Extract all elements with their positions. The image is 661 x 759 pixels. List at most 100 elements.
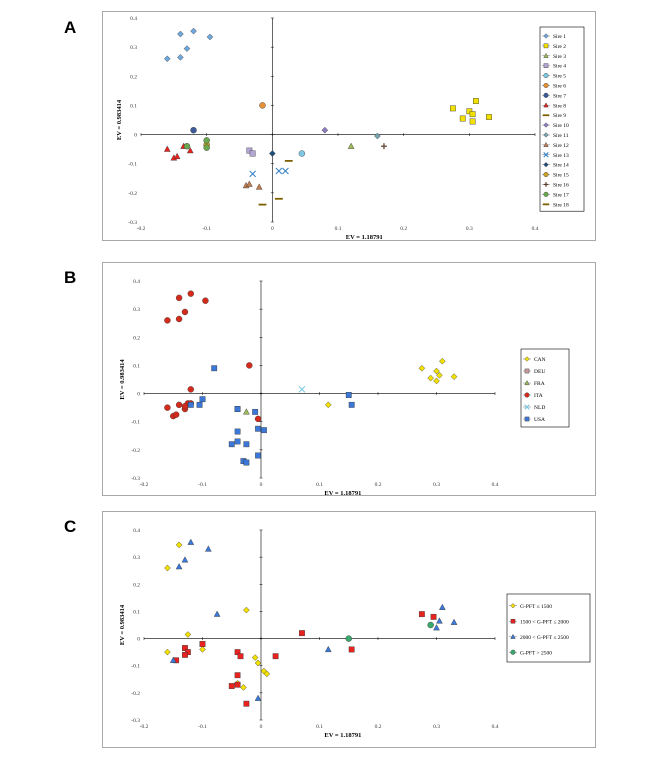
y-tick-label: 0.1	[133, 609, 140, 615]
data-point	[234, 428, 241, 435]
data-point	[433, 367, 440, 375]
x-tick-label: 0.4	[532, 226, 539, 232]
y-tick-label: 0.4	[133, 279, 140, 285]
data-point	[243, 408, 250, 415]
x-tick-label: 0.2	[400, 226, 407, 232]
x-stroke-b	[524, 404, 530, 410]
data-point	[251, 654, 259, 661]
data-point	[258, 203, 267, 206]
data-point	[234, 438, 241, 445]
data-point	[263, 670, 271, 678]
data-point	[298, 150, 306, 157]
data-point	[206, 33, 214, 41]
data-point	[246, 147, 253, 154]
series-1500-g-pft-2000	[173, 611, 437, 707]
data-point	[213, 610, 221, 617]
legend-label: Sire 7	[553, 93, 566, 99]
data-point	[181, 308, 189, 316]
data-point	[473, 98, 479, 104]
y-tick-label: -0.1	[131, 664, 140, 670]
legend-marker	[524, 416, 530, 422]
data-point	[255, 452, 261, 459]
data-point	[203, 144, 210, 151]
series-sire-3	[347, 142, 355, 149]
legend-marker	[524, 404, 530, 410]
panel-label-c: C	[64, 517, 77, 536]
data-point	[254, 659, 262, 667]
legend-marker	[543, 132, 549, 138]
x-axis-title: EV = 1.18791	[324, 732, 361, 739]
data-point	[164, 648, 171, 656]
data-point	[324, 645, 332, 653]
panel-label-a: A	[64, 18, 77, 37]
y-tick-label: -0.1	[128, 162, 137, 168]
legend-label: G-PFT ≤ 1500	[520, 604, 552, 610]
legend-label: Sire 13	[553, 153, 569, 159]
data-point	[175, 401, 183, 409]
x-stroke-b	[282, 167, 289, 175]
data-point	[187, 290, 195, 297]
legend-label: Sire 6	[553, 83, 566, 89]
legend-label: 1500 < G-PFT ≤ 2000	[520, 619, 569, 625]
data-point	[240, 684, 247, 691]
data-point	[254, 415, 262, 423]
y-tick-label: 0.1	[130, 103, 137, 109]
legend-label: Sire 11	[553, 133, 569, 139]
legend-label: Sire 3	[553, 54, 566, 60]
legend-marker	[543, 182, 549, 187]
data-point	[203, 137, 210, 144]
legend: G-PFT ≤ 1500 1500 < G-PFT ≤ 2000 2000 < G-…	[506, 593, 591, 663]
y-tick-label: -0.3	[131, 718, 140, 724]
data-point	[345, 635, 352, 642]
legend: Sire 1 Sire 2 Sire 3 Sire 4 Sire 5 Sire 6 Sire…	[539, 26, 585, 212]
data-point	[228, 683, 235, 689]
legend-marker	[510, 649, 516, 655]
x-stroke-b	[249, 170, 257, 178]
x-axis-title: EV = 1.18791	[346, 234, 383, 241]
legend-marker	[543, 82, 549, 88]
data-point	[436, 371, 443, 379]
data-point	[164, 564, 171, 572]
data-point	[187, 401, 194, 408]
x-axis-title: EV = 1.18791	[324, 490, 361, 497]
legend-marker	[524, 368, 530, 374]
legend-marker	[543, 33, 549, 39]
data-point	[234, 681, 241, 688]
data-point	[249, 170, 257, 178]
data-point	[186, 147, 194, 154]
y-tick-label: 0.2	[133, 335, 140, 341]
series-fra	[243, 408, 250, 415]
data-point	[430, 613, 437, 620]
data-point	[173, 152, 181, 160]
data-point	[439, 603, 446, 610]
data-point	[163, 55, 171, 63]
x-tick-label: 0.1	[316, 482, 323, 488]
x-tick-label: 0	[271, 226, 274, 232]
data-point	[172, 411, 180, 418]
data-point	[187, 386, 195, 393]
data-point	[254, 694, 262, 701]
data-point	[199, 641, 206, 647]
y-tick-label: -0.1	[131, 420, 140, 426]
data-point	[269, 150, 276, 157]
data-point	[252, 408, 259, 415]
data-point	[433, 624, 440, 631]
legend-label: Sire 10	[553, 123, 569, 129]
data-point	[199, 646, 206, 653]
y-axis-title: EV = 0.983414	[119, 359, 126, 400]
data-point	[183, 143, 191, 150]
x-tick-label: -0.2	[140, 724, 149, 730]
series-sire-5	[298, 150, 306, 157]
legend-label: Sire 16	[553, 182, 569, 188]
x-tick-label: -0.1	[198, 482, 207, 488]
legend-marker	[543, 102, 549, 108]
data-point	[469, 118, 476, 125]
data-point	[243, 459, 250, 466]
data-point	[234, 649, 241, 656]
data-point	[469, 111, 476, 118]
data-point	[275, 197, 283, 200]
y-tick-label: 0.4	[130, 16, 137, 22]
data-point	[427, 621, 434, 629]
y-tick-label: 0.2	[133, 582, 140, 588]
legend-label: Sire 5	[553, 74, 566, 80]
